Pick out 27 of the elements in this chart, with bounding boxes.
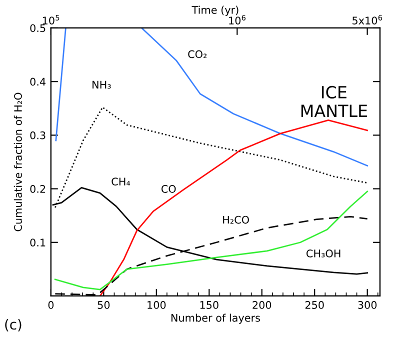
x2-axis-title: Time (yr) [192, 6, 238, 16]
x-tick-label: 50 [98, 301, 110, 309]
series-label: CO [161, 184, 176, 193]
series-label: CH₃OH [306, 250, 340, 258]
line-series [99, 119, 368, 296]
annotation: ICE MANTLE [301, 86, 367, 117]
y-tick-label: 0.4 [30, 78, 46, 86]
series-label: CO₂ [188, 50, 207, 58]
x-tick-label: 250 [305, 301, 324, 309]
x2-tick-label: 5x10$^{6}$ [352, 14, 382, 24]
y-tick-label: 0.1 [30, 238, 46, 246]
y-axis-title: Cumulative fraction of H₂O [14, 92, 22, 232]
y-tick-label: 0.2 [30, 185, 46, 193]
text: (c) [5, 318, 22, 332]
x-tick-label: 0 [48, 301, 54, 309]
series-label: H₂CO [223, 216, 249, 224]
x-tick-label: 100 [148, 301, 166, 309]
series-label: CH₄ [112, 178, 130, 186]
y-tick-label: 0.5 [30, 24, 46, 32]
x-tick-label: 200 [252, 301, 272, 309]
x-tick-label: 150 [200, 301, 218, 309]
x-axis-title: Number of layers [171, 314, 260, 324]
series-label: NH₃ [92, 80, 111, 89]
y-tick-label: 0.3 [30, 131, 46, 140]
x2-tick-label: 10$^{6}$ [229, 14, 246, 24]
x2-tick-label: 10$^{5}$ [42, 15, 60, 24]
x-tick-label: 300 [358, 301, 377, 309]
